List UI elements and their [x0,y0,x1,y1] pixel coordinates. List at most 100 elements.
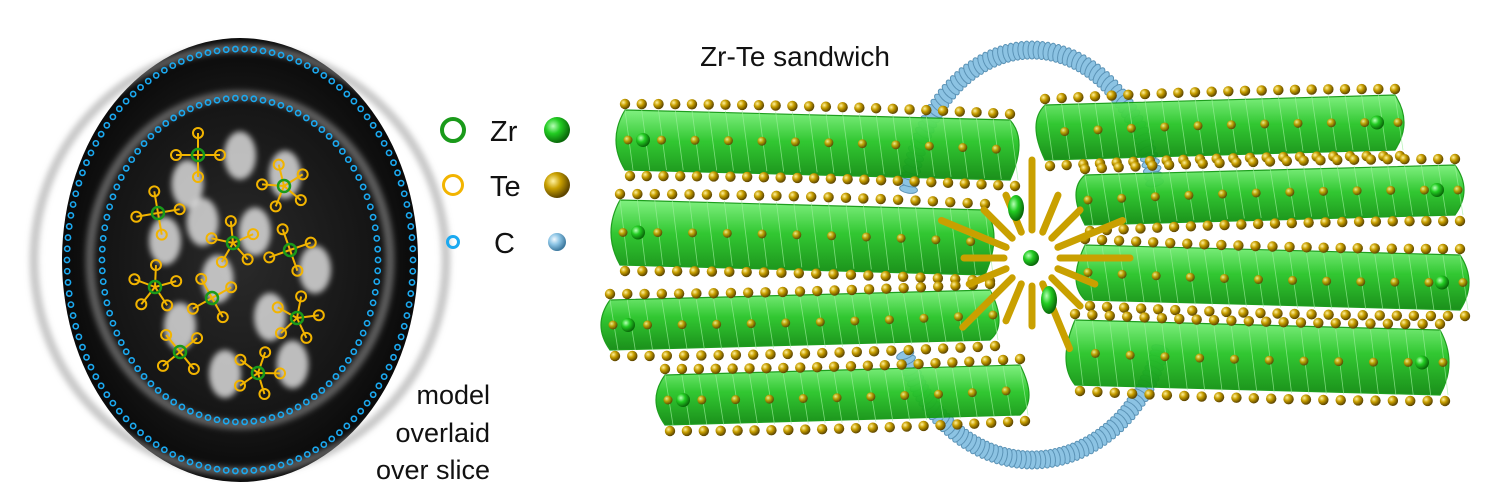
polyhedron-edge [741,201,751,267]
te-atom [947,357,958,368]
carbon-atom-marker [390,353,397,361]
te-spoke [1039,191,1062,236]
polyhedron-edge [942,116,952,177]
carbon-atom-marker [318,126,326,133]
carbon-atom-marker [268,414,276,421]
carbon-atom-marker [195,51,203,59]
te-atom [1348,154,1360,165]
te-atom [1179,390,1190,402]
te-atom [1083,195,1093,205]
carbon-atom-marker [154,387,162,394]
polyhedron-edge [799,297,809,348]
carbon-atom-marker [64,279,72,286]
zr-te-bond [165,334,181,353]
te-atom [1147,160,1158,171]
te-atom [1405,395,1416,407]
te-atom [688,228,698,238]
polyhedron-edge [1144,323,1153,389]
polyhedron-edge [1370,165,1380,216]
carbon-atom-marker [363,319,371,327]
zr-te-bond [221,242,234,263]
carbon-atom-marker [65,223,73,230]
zr-sphere-icon [544,117,570,143]
carbon-atom-marker [72,322,80,330]
te-atom [691,288,702,299]
slice-caption-line3: over slice [376,455,490,485]
carbon-atom-marker [103,213,111,221]
carbon-atom-marker [106,309,114,317]
carbon-atom-marker [369,391,377,399]
zr-te-bond [211,286,232,299]
te-atom [868,346,880,357]
carbon-atom-marker [103,391,111,399]
te-atom [1197,158,1208,169]
carbon-atom-marker [371,288,379,296]
te-atom [810,268,822,279]
zr-te-bond [257,351,267,374]
te-atom [1306,309,1317,320]
carbon-atom-marker [106,203,114,211]
carbon-atom-marker [162,393,170,400]
carbon-atom-marker [268,99,276,106]
zr-te-slab [600,289,1000,351]
te-atom [1229,354,1239,364]
te-atom [1174,313,1185,325]
te-atom [932,273,944,284]
te-atom [1352,395,1364,406]
te-atom [624,170,636,182]
te-atom [1219,273,1229,283]
te-atom [892,175,904,187]
carbon-atom-marker [187,407,194,415]
te-atom [787,100,798,112]
polyhedron-edge [903,293,913,345]
te-atom [1191,314,1202,325]
zr-atom-marker [150,205,166,221]
polyhedron-edge [1272,252,1281,308]
te-atom [896,359,907,370]
te-atom [817,347,828,359]
carbon-atom-marker [213,47,221,55]
zr-te-bond [283,173,304,187]
carbon-atom-marker [186,458,194,466]
carbon-atom-marker [109,193,117,201]
polyhedron-edge [1168,170,1178,222]
carbon-atom-marker [129,90,137,98]
legend-item-c: C [446,228,566,260]
te-atom [808,173,820,184]
te-atom [1135,223,1146,234]
te-atom [1264,156,1276,167]
te-atom [953,312,963,322]
zr-te-bond [154,286,168,306]
zr-te-bond [134,278,156,288]
te-atom [1278,316,1289,328]
te-atom [1318,186,1328,196]
te-atom [1320,217,1331,228]
te-atom [1233,240,1244,251]
carbon-atom-marker [213,465,221,473]
te-atom [799,348,811,359]
te-atom [771,190,782,202]
carbon-atom-marker [295,455,303,462]
te-atom [1193,121,1203,131]
te-atom [681,425,693,437]
carbon-atom-marker [178,403,186,411]
te-atom [1299,356,1309,366]
carbon-atom-marker [122,415,130,423]
te-atom [632,188,643,200]
carbon-atom-marker [286,407,293,415]
carbon-atom-marker [97,130,105,138]
te-spoke [980,206,1016,242]
te-atom [1243,316,1255,327]
te-atom [1251,188,1261,198]
slice-bright-spot [164,302,196,351]
carbon-atom-marker [343,90,351,98]
te-atom [1084,300,1096,312]
carbon-atom-marker [366,309,374,317]
te-atom [1061,159,1072,171]
te-atom [1089,91,1101,102]
te-atom [1092,386,1103,398]
te-atom [619,98,631,110]
te-atom [997,354,1009,366]
zr-atom [636,133,650,147]
te-atom-marker [161,299,174,312]
